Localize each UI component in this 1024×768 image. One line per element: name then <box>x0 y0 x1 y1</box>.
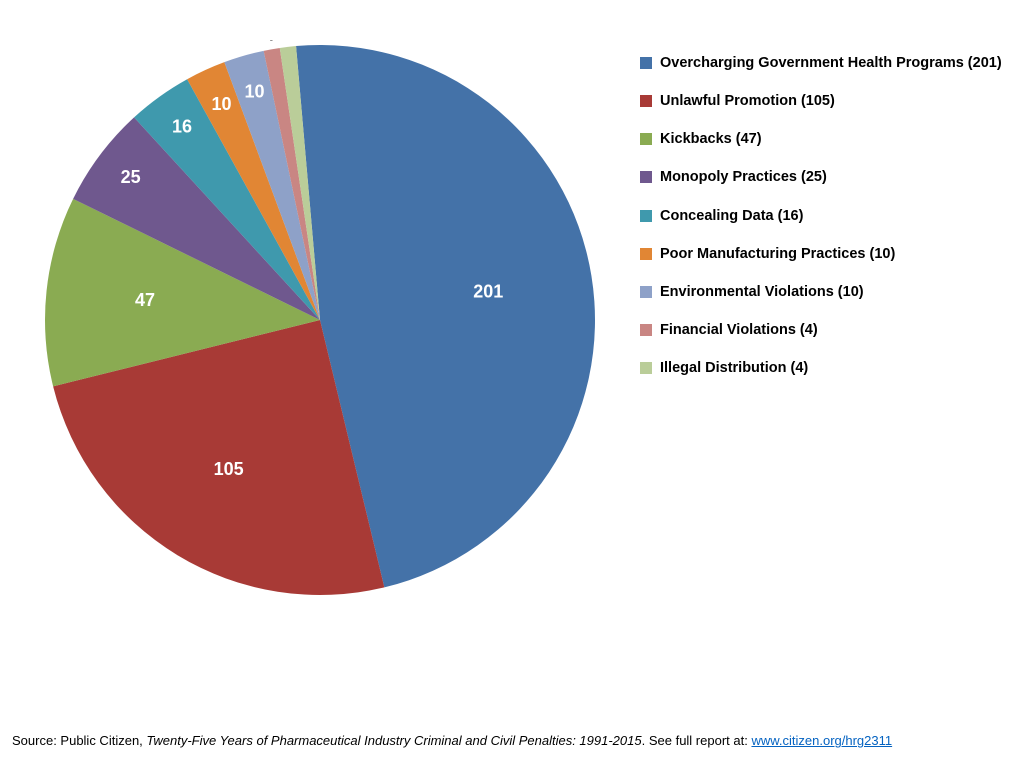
legend: Overcharging Government Health Programs … <box>640 54 1010 397</box>
slice-value-label: 10 <box>211 94 231 114</box>
legend-label: Environmental Violations (10) <box>660 283 864 301</box>
source-suffix: . See full report at: <box>642 733 752 748</box>
legend-swatch <box>640 171 652 183</box>
legend-label: Unlawful Promotion (105) <box>660 92 835 110</box>
slice-value-label: 16 <box>172 117 192 137</box>
slice-value-label: 47 <box>135 290 155 310</box>
legend-item: Financial Violations (4) <box>640 321 1010 339</box>
source-citation: Source: Public Citizen, Twenty-Five Year… <box>12 732 892 750</box>
slice-value-label: 4 <box>264 40 274 44</box>
legend-item: Environmental Violations (10) <box>640 283 1010 301</box>
slice-value-label: 4 <box>281 40 291 42</box>
legend-label: Financial Violations (4) <box>660 321 818 339</box>
pie-chart: 201 105 47 25 16 10 10 4 4 <box>40 40 600 600</box>
legend-swatch <box>640 133 652 145</box>
legend-item: Monopoly Practices (25) <box>640 168 1010 186</box>
legend-label: Overcharging Government Health Programs … <box>660 54 1002 72</box>
legend-item: Kickbacks (47) <box>640 130 1010 148</box>
legend-item: Illegal Distribution (4) <box>640 359 1010 377</box>
legend-swatch <box>640 248 652 260</box>
slice-value-label: 10 <box>244 82 264 102</box>
legend-item: Overcharging Government Health Programs … <box>640 54 1010 72</box>
legend-label: Kickbacks (47) <box>660 130 762 148</box>
legend-label: Concealing Data (16) <box>660 207 803 225</box>
legend-swatch <box>640 362 652 374</box>
legend-item: Concealing Data (16) <box>640 207 1010 225</box>
legend-label: Monopoly Practices (25) <box>660 168 827 186</box>
legend-swatch <box>640 57 652 69</box>
source-prefix: Source: Public Citizen, <box>12 733 146 748</box>
slice-value-label: 201 <box>473 281 503 301</box>
pie-chart-svg: 201 105 47 25 16 10 10 4 4 <box>40 40 600 600</box>
legend-item: Poor Manufacturing Practices (10) <box>640 245 1010 263</box>
source-link[interactable]: www.citizen.org/hrg2311 <box>751 733 892 748</box>
legend-swatch <box>640 95 652 107</box>
source-title: Twenty-Five Years of Pharmaceutical Indu… <box>146 733 641 748</box>
slice-value-label: 25 <box>121 167 141 187</box>
slice-value-label: 105 <box>214 459 244 479</box>
legend-label: Poor Manufacturing Practices (10) <box>660 245 895 263</box>
legend-item: Unlawful Promotion (105) <box>640 92 1010 110</box>
legend-label: Illegal Distribution (4) <box>660 359 808 377</box>
legend-swatch <box>640 286 652 298</box>
legend-swatch <box>640 324 652 336</box>
legend-swatch <box>640 210 652 222</box>
